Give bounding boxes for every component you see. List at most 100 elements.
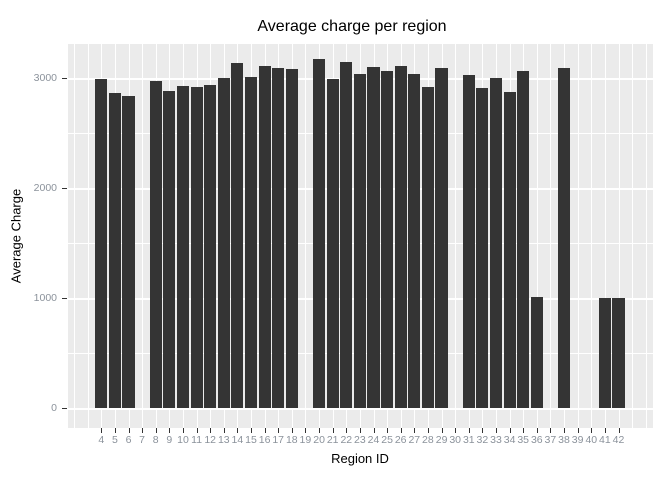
x-tick-label: 15 (245, 434, 257, 446)
gridline-v (87, 44, 89, 428)
x-tick-label: 8 (152, 434, 159, 446)
x-tick-label: 24 (367, 434, 380, 446)
bar (353, 73, 366, 409)
gridline-v (74, 44, 76, 428)
x-tick-mark (142, 428, 144, 433)
gridline-v (577, 44, 579, 428)
x-tick-mark (604, 428, 606, 433)
x-tick-label: 17 (272, 434, 285, 446)
bar (149, 81, 162, 409)
x-tick-mark (155, 428, 157, 433)
x-tick-mark (414, 428, 416, 433)
x-tick-mark (251, 428, 252, 433)
gridline-v (645, 44, 647, 428)
bar (244, 76, 258, 409)
x-tick-mark (577, 428, 579, 433)
x-tick-mark (468, 428, 470, 433)
x-tick-label: 32 (476, 434, 489, 446)
x-tick-label: 25 (381, 434, 393, 446)
x-tick-label: 41 (599, 434, 611, 446)
x-tick-mark (523, 428, 525, 433)
x-tick-mark (591, 428, 593, 433)
bar (258, 65, 271, 409)
gridline-v (550, 44, 552, 428)
x-tick-mark (509, 428, 511, 433)
y-tick-label: 2000 (33, 182, 57, 195)
x-tick-label: 11 (191, 434, 203, 446)
x-tick-mark (278, 428, 280, 433)
x-tick-label: 4 (98, 434, 105, 446)
gridline-v (536, 44, 538, 428)
x-tick-label: 31 (462, 434, 475, 446)
x-tick-mark (114, 428, 116, 433)
x-tick-mark (618, 428, 620, 433)
x-tick-label: 6 (125, 434, 132, 446)
x-tick-mark (223, 428, 225, 433)
x-tick-mark (496, 428, 497, 433)
x-tick-label: 33 (490, 434, 502, 446)
x-tick-label: 29 (435, 434, 448, 446)
x-tick-label: 36 (530, 434, 543, 446)
bar (108, 93, 121, 409)
y-tick-mark (62, 78, 67, 79)
y-tick-label: 1000 (33, 292, 57, 305)
bar (122, 95, 135, 409)
plot-panel (68, 44, 653, 428)
bar (313, 59, 326, 409)
x-tick-label: 39 (571, 434, 584, 446)
x-tick-mark (427, 428, 429, 433)
y-tick-mark (62, 298, 67, 300)
bar (517, 71, 530, 409)
x-tick-label: 34 (503, 434, 516, 446)
x-tick-label: 42 (612, 434, 625, 446)
x-tick-mark (455, 428, 457, 433)
x-tick-mark (387, 428, 389, 433)
gridline-v (604, 44, 606, 428)
bar (95, 79, 108, 409)
bar (476, 87, 489, 409)
x-tick-label: 30 (449, 434, 462, 446)
y-tick-mark (62, 408, 67, 410)
x-tick-label: 20 (313, 434, 325, 446)
x-tick-mark (346, 428, 348, 433)
bar (190, 86, 203, 409)
bar (557, 68, 571, 409)
x-tick-mark (332, 428, 334, 433)
bar (421, 86, 434, 409)
x-tick-mark (373, 428, 375, 433)
gridline-v (632, 44, 634, 428)
bar (326, 79, 339, 409)
x-tick-label: 13 (217, 434, 230, 446)
x-tick-mark (196, 428, 198, 433)
x-tick-label: 23 (354, 434, 366, 446)
x-tick-mark (564, 428, 565, 433)
x-tick-label: 22 (340, 434, 353, 446)
y-tick-label: 0 (51, 402, 57, 415)
y-tick-mark (62, 188, 67, 190)
x-tick-label: 38 (558, 434, 570, 446)
x-tick-label: 19 (299, 434, 312, 446)
x-tick-mark (101, 428, 103, 433)
x-tick-mark (128, 428, 130, 433)
y-axis-title: Average Charge (8, 188, 24, 284)
x-tick-label: 40 (585, 434, 598, 446)
bar (217, 78, 230, 409)
x-tick-mark (536, 428, 538, 433)
bar (462, 74, 475, 409)
x-tick-label: 5 (111, 434, 118, 446)
chart-title: Average charge per region (257, 18, 447, 35)
x-tick-mark (305, 428, 307, 433)
bar (381, 71, 394, 409)
bar (598, 298, 611, 409)
bar (367, 67, 380, 409)
gridline-v (305, 44, 307, 428)
bar (340, 61, 353, 409)
x-tick-label: 16 (258, 434, 271, 446)
bar (435, 68, 448, 409)
x-tick-label: 27 (408, 434, 421, 446)
x-tick-mark (550, 428, 552, 433)
x-tick-label: 28 (422, 434, 434, 446)
x-tick-label: 18 (285, 434, 298, 446)
bar (285, 69, 298, 409)
